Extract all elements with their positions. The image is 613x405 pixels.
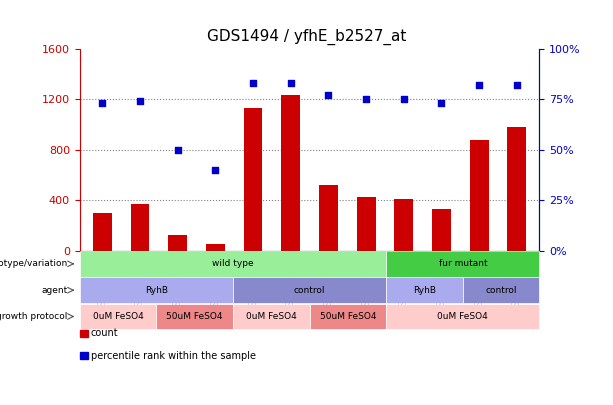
Text: 0uM FeSO4: 0uM FeSO4 <box>438 312 488 321</box>
Point <box>97 100 107 107</box>
Point <box>436 100 446 107</box>
Point <box>399 96 409 102</box>
Point <box>173 147 183 153</box>
Text: percentile rank within the sample: percentile rank within the sample <box>91 351 256 360</box>
Bar <box>206 243 225 251</box>
Point <box>210 167 220 173</box>
Point <box>324 92 333 98</box>
Point <box>474 82 484 88</box>
Bar <box>432 209 451 251</box>
Text: 50uM FeSO4: 50uM FeSO4 <box>166 312 223 321</box>
Text: control: control <box>485 286 517 295</box>
Bar <box>508 127 526 251</box>
Text: control: control <box>294 286 326 295</box>
Bar <box>470 140 489 251</box>
Text: 50uM FeSO4: 50uM FeSO4 <box>319 312 376 321</box>
Bar <box>394 199 413 251</box>
Point <box>512 82 522 88</box>
Bar <box>357 197 376 251</box>
Point <box>248 80 258 86</box>
Bar <box>319 185 338 251</box>
Text: 0uM FeSO4: 0uM FeSO4 <box>93 312 143 321</box>
Point <box>135 98 145 104</box>
Text: genotype/variation: genotype/variation <box>0 259 67 269</box>
Text: RyhB: RyhB <box>145 286 168 295</box>
Text: RyhB: RyhB <box>413 286 436 295</box>
Point <box>361 96 371 102</box>
Text: agent: agent <box>41 286 67 295</box>
Bar <box>243 108 262 251</box>
Bar <box>168 234 187 251</box>
Text: fur mutant: fur mutant <box>438 259 487 269</box>
Bar <box>281 96 300 251</box>
Text: GDS1494 / yfhE_b2527_at: GDS1494 / yfhE_b2527_at <box>207 28 406 45</box>
Text: growth protocol: growth protocol <box>0 312 67 321</box>
Bar <box>131 204 150 251</box>
Text: count: count <box>91 328 118 338</box>
Bar <box>93 213 112 251</box>
Text: wild type: wild type <box>212 259 254 269</box>
Point <box>286 80 295 86</box>
Text: 0uM FeSO4: 0uM FeSO4 <box>246 312 297 321</box>
